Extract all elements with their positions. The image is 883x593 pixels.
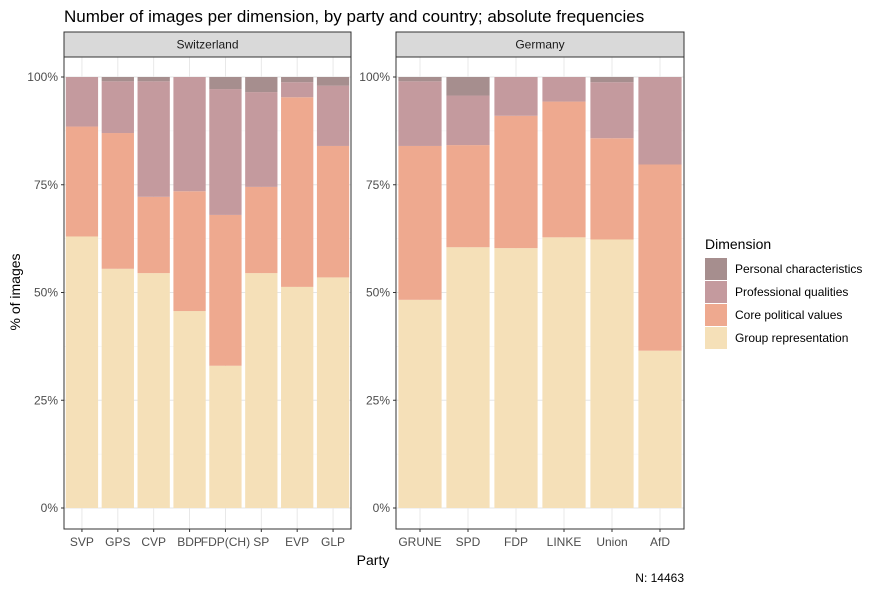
y-tick-label: 25% (34, 393, 58, 407)
legend-key-core-political-values (705, 304, 727, 326)
panel-switzerland: Switzerland 0% 25% 50% 75% 100% SVP GPS CVP BDPFD… (27, 31, 352, 549)
bar-glp-group-representation (316, 277, 350, 508)
bar-gps-group-representation (101, 268, 134, 508)
bar-fdpch-personal-characteristics (209, 77, 242, 90)
bar-spd-group-representation (446, 247, 490, 508)
bar-glp-core-political-values (316, 145, 350, 278)
legend-title: Dimension (705, 236, 771, 252)
bar-evp-professional-qualities (281, 82, 314, 98)
bar-afd-group-representation (638, 350, 682, 508)
bar-fdpch-professional-qualities (209, 89, 242, 215)
legend-key-professional-qualities (705, 281, 727, 303)
x-axis-title: Party (357, 552, 390, 568)
bar-cvp-professional-qualities (137, 81, 170, 197)
bar-linke-group-representation (542, 237, 586, 508)
facet-strip (395, 31, 685, 58)
bar-fdpch-core-political-values (209, 214, 242, 366)
bar-cvp-personal-characteristics (137, 77, 170, 82)
bar-union-group-representation (590, 239, 634, 508)
y-tick-label: 75% (34, 178, 58, 192)
y-tick-label: 75% (366, 178, 390, 192)
x-tick-label: BDP (177, 535, 202, 549)
bar-afd-core-political-values (638, 164, 682, 351)
bar-union-personal-characteristics (590, 77, 634, 83)
legend: Dimension Personal characteristics Profes… (705, 236, 862, 349)
bar-glp-personal-characteristics (316, 77, 350, 86)
bar-gps-personal-characteristics (101, 77, 134, 82)
caption: N: 14463 (635, 571, 684, 585)
bar-sp-group-representation (245, 273, 278, 508)
bar-fdp-professional-qualities (494, 77, 538, 116)
x-tick-label: AfD (650, 535, 670, 549)
chart-title: Number of images per dimension, by party… (64, 7, 644, 26)
bar-grune-core-political-values (398, 145, 442, 300)
y-axis-title: % of images (7, 253, 23, 330)
legend-label: Professional qualities (735, 285, 848, 299)
bar-bdp-professional-qualities (173, 77, 206, 192)
bar-afd-professional-qualities (638, 77, 682, 165)
bar-linke-professional-qualities (542, 77, 586, 102)
x-tick-label: GLP (321, 535, 345, 549)
bar-spd-professional-qualities (446, 95, 490, 146)
bar-glp-professional-qualities (316, 85, 350, 146)
bar-sp-core-political-values (245, 186, 278, 274)
bar-gps-professional-qualities (101, 81, 134, 134)
bar-evp-personal-characteristics (281, 77, 314, 83)
bar-svp-group-representation (65, 236, 99, 508)
bar-fdp-group-representation (494, 248, 538, 508)
x-tick-label: CVP (141, 535, 166, 549)
y-tick-label: 100% (359, 70, 390, 84)
x-tick-label: SP (253, 535, 269, 549)
panel-germany: Germany 0% 25% 50% 75% 100% GRUNE SPD FDP LINKE Un… (359, 31, 685, 549)
x-tick-label: Union (596, 535, 627, 549)
x-tick-label: SVP (70, 535, 94, 549)
bar-spd-core-political-values (446, 145, 490, 248)
bar-svp-professional-qualities (65, 77, 99, 127)
x-tick-label: GPS (105, 535, 130, 549)
bar-fdpch-group-representation (209, 365, 242, 508)
x-tick-label: FDP (504, 535, 528, 549)
legend-key-personal-characteristics (705, 258, 727, 280)
x-tick-label: GRUNE (398, 535, 441, 549)
y-tick-label: 25% (366, 393, 390, 407)
bar-evp-core-political-values (281, 97, 314, 287)
bar-linke-core-political-values (542, 101, 586, 238)
y-tick-label: 100% (27, 70, 58, 84)
bar-gps-core-political-values (101, 133, 134, 269)
x-tick-label: FDP(CH) (201, 535, 250, 549)
bar-sp-professional-qualities (245, 92, 278, 187)
x-tick-label: EVP (285, 535, 309, 549)
panel-background (396, 57, 684, 529)
bar-cvp-group-representation (137, 273, 170, 508)
facet-label: Germany (515, 38, 564, 52)
y-tick-label: 0% (373, 501, 391, 515)
legend-label: Group representation (735, 331, 848, 345)
bar-grune-personal-characteristics (398, 77, 442, 82)
bar-grune-professional-qualities (398, 81, 442, 146)
bar-cvp-core-political-values (137, 196, 170, 274)
facet-label: Switzerland (176, 38, 238, 52)
bar-evp-group-representation (281, 286, 314, 508)
legend-key-group-representation (705, 327, 727, 349)
bar-bdp-core-political-values (173, 191, 206, 312)
bar-fdp-core-political-values (494, 115, 538, 249)
legend-label: Core political values (735, 308, 842, 322)
y-tick-label: 50% (34, 286, 58, 300)
bar-svp-core-political-values (65, 126, 99, 237)
bar-union-core-political-values (590, 138, 634, 240)
facet-strip (63, 31, 352, 58)
bar-grune-group-representation (398, 299, 442, 508)
x-tick-label: LINKE (547, 535, 582, 549)
bar-bdp-group-representation (173, 311, 206, 508)
bar-sp-personal-characteristics (245, 77, 278, 93)
y-tick-label: 0% (41, 501, 59, 515)
bar-union-professional-qualities (590, 82, 634, 139)
bar-spd-personal-characteristics (446, 77, 490, 96)
legend-label: Personal characteristics (735, 262, 862, 276)
x-tick-label: SPD (456, 535, 481, 549)
y-tick-label: 50% (366, 286, 390, 300)
